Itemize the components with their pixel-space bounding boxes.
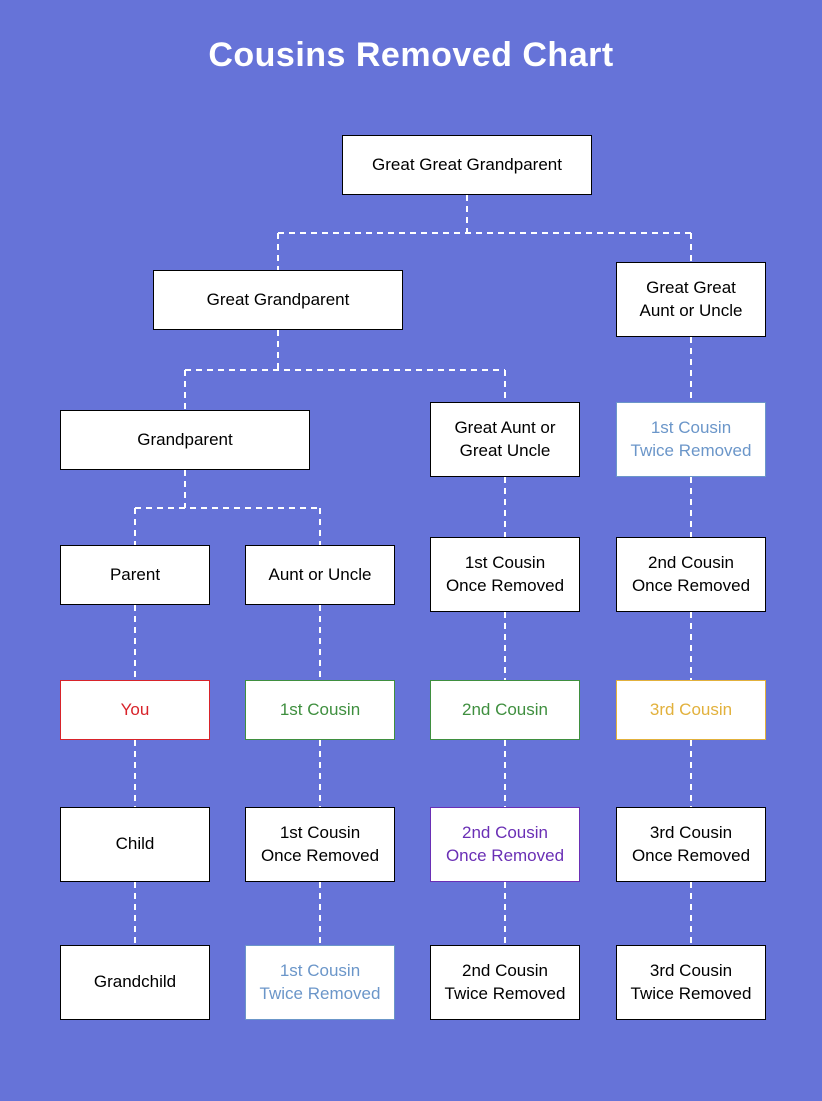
node-g-aunt-uncle: Great Aunt orGreat Uncle [430, 402, 580, 477]
node-c3: 3rd Cousin [616, 680, 766, 740]
node-c2: 2nd Cousin [430, 680, 580, 740]
node-c1-twice-a: 1st CousinTwice Removed [616, 402, 766, 477]
node-you: You [60, 680, 210, 740]
node-gg-aunt-uncle: Great GreatAunt or Uncle [616, 262, 766, 337]
chart-stage: Cousins Removed Chart Great Great Grandp… [0, 0, 822, 1101]
node-c2-twice: 2nd CousinTwice Removed [430, 945, 580, 1020]
node-child: Child [60, 807, 210, 882]
node-c3-once: 3rd CousinOnce Removed [616, 807, 766, 882]
node-c3-twice: 3rd CousinTwice Removed [616, 945, 766, 1020]
node-gg-grandparent: Great Great Grandparent [342, 135, 592, 195]
node-c2-once-a: 2nd CousinOnce Removed [616, 537, 766, 612]
node-g-grandparent: Great Grandparent [153, 270, 403, 330]
node-c1-twice-b: 1st CousinTwice Removed [245, 945, 395, 1020]
node-parent: Parent [60, 545, 210, 605]
node-grandchild: Grandchild [60, 945, 210, 1020]
chart-title: Cousins Removed Chart [0, 36, 822, 75]
node-c1: 1st Cousin [245, 680, 395, 740]
node-c1-once-a: 1st CousinOnce Removed [430, 537, 580, 612]
node-aunt-uncle: Aunt or Uncle [245, 545, 395, 605]
node-grandparent: Grandparent [60, 410, 310, 470]
node-c2-once-b: 2nd CousinOnce Removed [430, 807, 580, 882]
node-c1-once-b: 1st CousinOnce Removed [245, 807, 395, 882]
